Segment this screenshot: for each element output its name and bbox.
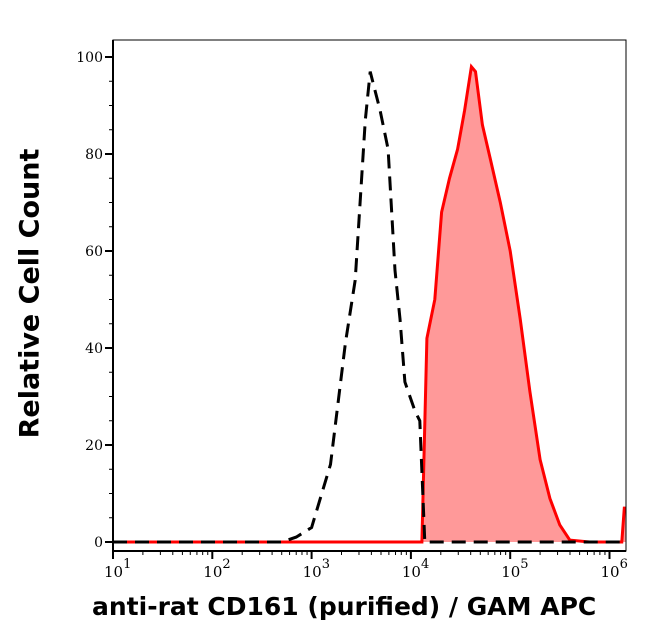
series-line [113, 71, 626, 544]
plot-frame [112, 39, 627, 552]
y-tick-label: 0 [94, 535, 103, 551]
y-tick-label: 80 [85, 147, 103, 163]
x-tick-label: 103 [303, 557, 330, 581]
x-tick-label: 101 [104, 557, 131, 581]
x-tick-label: 104 [402, 557, 429, 581]
series-fill [113, 66, 626, 542]
y-tick-label: 100 [76, 50, 103, 66]
x-tick-label: 106 [601, 557, 628, 581]
x-tick-label: 102 [203, 557, 230, 581]
y-tick-label: 40 [85, 341, 103, 357]
x-tick-label: 105 [501, 557, 528, 581]
y-tick-label: 20 [85, 438, 103, 454]
series-line [113, 63, 626, 544]
y-axis-label: Relative Cell Count [14, 148, 46, 439]
x-axis-label: anti-rat CD161 (purified) / GAM APC [92, 592, 597, 621]
y-tick-label: 60 [85, 244, 103, 260]
